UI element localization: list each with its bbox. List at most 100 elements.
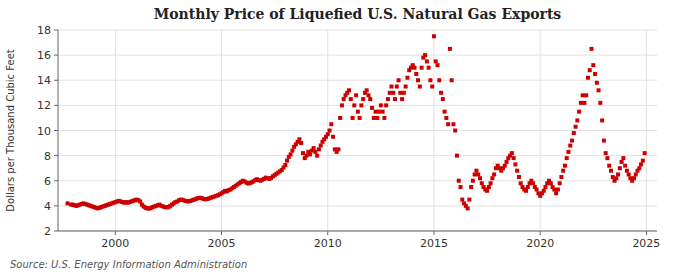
x-tick-label: 2015 xyxy=(420,237,448,250)
points xyxy=(66,34,647,210)
point xyxy=(290,149,294,153)
point xyxy=(366,93,370,97)
point xyxy=(398,91,402,95)
y-tick xyxy=(54,55,58,56)
point xyxy=(600,118,604,122)
chart: 20002005201020152020202524681012141618Mo… xyxy=(0,0,675,275)
point xyxy=(391,91,395,95)
point xyxy=(579,101,583,105)
point xyxy=(434,59,438,63)
point xyxy=(418,85,422,89)
point xyxy=(453,129,457,133)
y-tick xyxy=(54,105,58,106)
point xyxy=(393,97,397,101)
point xyxy=(425,59,429,63)
point xyxy=(510,151,514,155)
point xyxy=(305,154,309,158)
ticks: 20002005201020152020202524681012141618 xyxy=(37,24,660,250)
y-tick-label: 10 xyxy=(37,125,51,138)
point xyxy=(572,131,576,135)
point xyxy=(430,85,434,89)
point xyxy=(558,181,562,185)
point xyxy=(285,159,289,163)
point xyxy=(283,163,287,167)
point xyxy=(361,97,365,101)
point xyxy=(312,146,316,150)
point xyxy=(543,185,547,189)
point xyxy=(444,116,448,120)
y-tick-label: 14 xyxy=(37,74,51,87)
point xyxy=(609,169,613,173)
point xyxy=(395,85,399,89)
point xyxy=(416,78,420,82)
point xyxy=(485,189,489,193)
point xyxy=(563,164,567,168)
point xyxy=(535,188,539,192)
point xyxy=(428,78,432,82)
point xyxy=(467,198,471,202)
x-tick xyxy=(115,231,116,235)
x-grid-line xyxy=(540,30,541,231)
point xyxy=(466,206,470,210)
point xyxy=(602,139,606,143)
point xyxy=(389,85,393,89)
point xyxy=(448,47,452,51)
point xyxy=(319,144,323,148)
point xyxy=(356,110,360,114)
point xyxy=(526,185,530,189)
point xyxy=(400,97,404,101)
point xyxy=(423,53,427,57)
y-tick xyxy=(54,205,58,206)
point xyxy=(588,68,592,72)
point xyxy=(381,110,385,114)
point xyxy=(591,63,595,67)
point xyxy=(627,172,631,176)
x-tick xyxy=(327,231,328,235)
point xyxy=(455,154,459,158)
point xyxy=(503,164,507,168)
point xyxy=(552,188,556,192)
point xyxy=(384,103,388,107)
point xyxy=(437,78,441,82)
point xyxy=(565,156,569,160)
x-tick xyxy=(646,231,647,235)
y-grid-line xyxy=(58,155,657,156)
y-tick-label: 16 xyxy=(37,49,51,62)
x-tick-label: 2020 xyxy=(526,237,554,250)
x-tick xyxy=(433,231,434,235)
point xyxy=(473,172,477,176)
y-tick xyxy=(54,155,58,156)
point xyxy=(554,191,558,195)
point xyxy=(441,97,445,101)
point xyxy=(639,162,643,166)
point xyxy=(404,85,408,89)
title: Monthly Price of Liquefied U.S. Natural … xyxy=(154,6,562,22)
point xyxy=(352,103,356,107)
point xyxy=(590,47,594,51)
point xyxy=(340,103,344,107)
point xyxy=(308,152,312,156)
point xyxy=(478,176,482,180)
point xyxy=(575,118,579,122)
point xyxy=(566,150,570,154)
point xyxy=(459,185,463,189)
x-axis-line xyxy=(58,231,657,232)
point xyxy=(405,76,409,80)
point xyxy=(446,122,450,126)
point xyxy=(595,81,599,85)
point xyxy=(621,156,625,160)
point xyxy=(451,122,455,126)
point xyxy=(331,135,335,139)
point xyxy=(460,198,464,202)
x-tick xyxy=(540,231,541,235)
point xyxy=(313,150,317,154)
point xyxy=(620,160,624,164)
point xyxy=(618,166,622,170)
point xyxy=(469,185,473,189)
point xyxy=(515,169,519,173)
point xyxy=(604,151,608,155)
point xyxy=(561,169,565,173)
source: Source: U.S. Energy Information Administ… xyxy=(10,259,247,270)
point xyxy=(336,147,340,151)
point xyxy=(634,172,638,176)
